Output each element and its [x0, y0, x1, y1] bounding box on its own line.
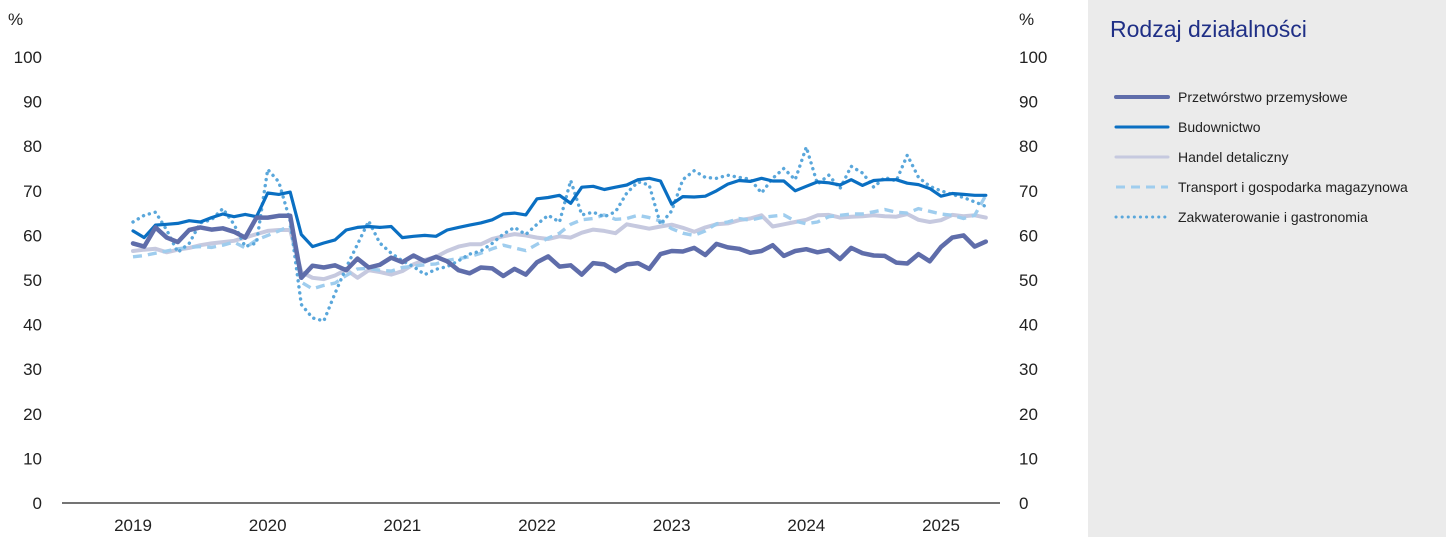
y-tick-label-right: 0	[1019, 494, 1028, 513]
y-tick-label-left: 50	[23, 271, 42, 290]
series-lines	[130, 145, 989, 323]
y-tick-label-left: 40	[23, 316, 42, 335]
x-axis: 2019 2020 2021 2022 2023 2024 2025	[114, 516, 960, 535]
y-tick-label-left: 100	[14, 48, 42, 67]
y-tick-label-right: 100	[1019, 48, 1047, 67]
series-line-1	[130, 213, 989, 281]
legend-label: Transport i gospodarka magazynowa	[1178, 179, 1408, 195]
legend-item-4: Transport i gospodarka magazynowa	[1114, 177, 1408, 197]
legend-label: Zakwaterowanie i gastronomia	[1178, 209, 1368, 225]
legend-label: Przetwórstwo przemysłowe	[1178, 89, 1348, 105]
y-tick-label-right: 40	[1019, 316, 1038, 335]
x-tick-label: 2020	[249, 516, 287, 535]
y-tick-label-left: 90	[23, 93, 42, 112]
x-tick-label: 2023	[653, 516, 691, 535]
y-tick-label-left: 30	[23, 360, 42, 379]
legend-panel: Rodzaj działalności Przetwórstwo przemys…	[1088, 0, 1446, 537]
legend-item-5: Zakwaterowanie i gastronomia	[1114, 207, 1368, 227]
legend-swatch	[1116, 185, 1168, 189]
y-tick-label-left: 70	[23, 182, 42, 201]
series-line-2	[131, 176, 988, 249]
y-tick-label-right: 20	[1019, 405, 1038, 424]
y-tick-label-left: 60	[23, 226, 42, 245]
y-tick-label-right: 60	[1019, 226, 1038, 245]
legend-swatch	[1114, 95, 1170, 99]
series-line-4	[132, 194, 988, 291]
x-tick-label: 2022	[518, 516, 556, 535]
legend-title: Rodzaj działalności	[1110, 16, 1307, 42]
y-tick-label-right: 10	[1019, 449, 1038, 468]
legend-label: Budownictwo	[1178, 119, 1261, 135]
legend-item-1: Przetwórstwo przemysłowe	[1114, 87, 1348, 107]
legend-label: Handel detaliczny	[1178, 149, 1289, 165]
y-tick-label-left: 0	[33, 494, 42, 513]
y-tick-label-right: 90	[1019, 93, 1038, 112]
y-axis-left-unit: %	[8, 10, 23, 29]
x-tick-label: 2024	[787, 516, 825, 535]
y-tick-label-right: 70	[1019, 182, 1038, 201]
y-axis-right: 0 10 20 30 40 50 60 70 80 90 100	[1019, 48, 1047, 513]
legend-item-2: Budownictwo	[1114, 117, 1261, 137]
y-tick-label-left: 80	[23, 137, 42, 156]
y-tick-label-right: 80	[1019, 137, 1038, 156]
x-tick-label: 2025	[922, 516, 960, 535]
y-axis-right-unit: %	[1019, 10, 1034, 29]
legend-item-3: Handel detaliczny	[1114, 147, 1289, 167]
legend-swatch	[1114, 155, 1170, 159]
line-chart: % % 0 10 20 30 40 50 60 70 80 90 100 0 10 20 30 40 50 60…	[8, 10, 1047, 535]
legend-swatch	[1114, 215, 1170, 219]
series-line-5	[131, 145, 988, 323]
y-tick-label-right: 30	[1019, 360, 1038, 379]
legend-swatch	[1114, 125, 1170, 129]
y-tick-label-left: 20	[23, 405, 42, 424]
x-tick-label: 2019	[114, 516, 152, 535]
x-tick-label: 2021	[383, 516, 421, 535]
y-tick-label-right: 50	[1019, 271, 1038, 290]
y-axis-left: 0 10 20 30 40 50 60 70 80 90 100	[14, 48, 42, 513]
series-line-3	[131, 212, 988, 282]
y-tick-label-left: 10	[23, 449, 42, 468]
